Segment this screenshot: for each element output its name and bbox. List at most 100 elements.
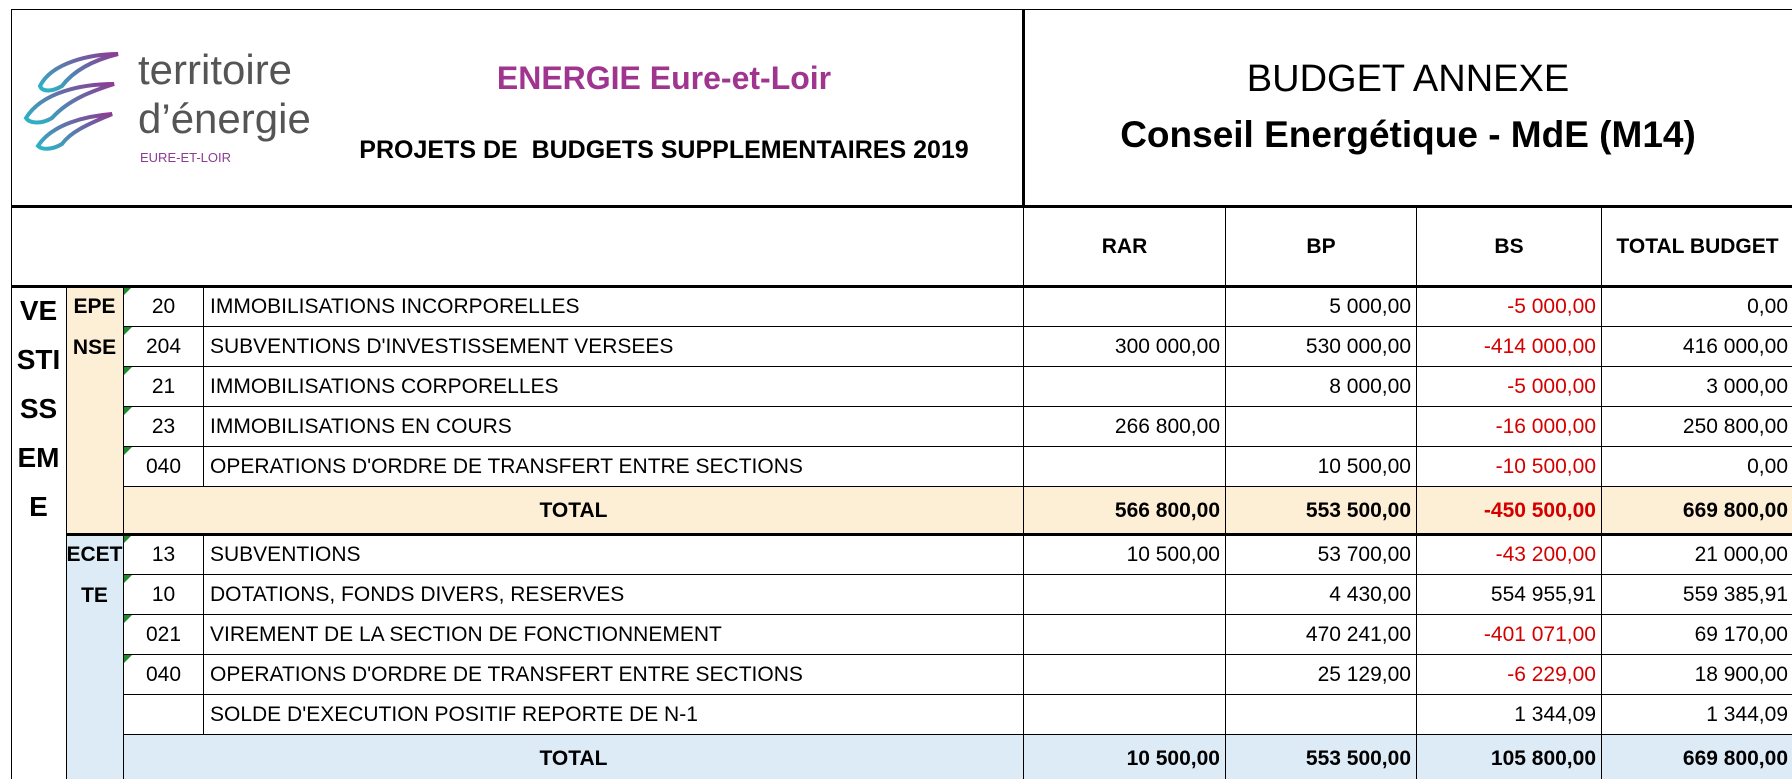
section-label: ECETTE xyxy=(66,543,123,608)
row-value: 470 241,00 xyxy=(1225,614,1417,655)
row-value: 0,00 xyxy=(1601,446,1792,487)
row-code: 040 xyxy=(123,446,204,487)
column-header: BS xyxy=(1416,206,1602,287)
total-label: TOTAL xyxy=(123,486,1024,535)
comment-marker xyxy=(124,367,132,375)
total-value: 553 500,00 xyxy=(1225,734,1417,779)
row-value: -401 071,00 xyxy=(1416,614,1602,655)
row-value xyxy=(1023,366,1226,407)
row-value: -5 000,00 xyxy=(1416,366,1602,407)
total-value: 669 800,00 xyxy=(1601,486,1792,535)
row-value: 4 430,00 xyxy=(1225,574,1417,615)
row-value: 250 800,00 xyxy=(1601,406,1792,447)
row-value: -10 500,00 xyxy=(1416,446,1602,487)
row-code: 021 xyxy=(123,614,204,655)
row-value xyxy=(1023,574,1226,615)
row-value: -6 229,00 xyxy=(1416,654,1602,695)
row-value xyxy=(1023,694,1226,735)
side-label: VESTISSEME xyxy=(16,295,61,522)
section-label: EPENSE xyxy=(72,295,117,360)
subtitle: PROJETS DE BUDGETS SUPPLEMENTAIRES 2019 xyxy=(359,136,969,164)
row-label: DOTATIONS, FONDS DIVERS, RESERVES xyxy=(203,574,1024,615)
row-label: IMMOBILISATIONS INCORPORELLES xyxy=(203,286,1024,327)
row-label: VIREMENT DE LA SECTION DE FONCTIONNEMENT xyxy=(203,614,1024,655)
row-code xyxy=(123,694,204,735)
row-value xyxy=(1023,446,1226,487)
header-right xyxy=(1022,9,1792,207)
row-value: 530 000,00 xyxy=(1225,326,1417,367)
comment-marker xyxy=(124,327,132,335)
column-header: BP xyxy=(1225,206,1417,287)
thick-rule xyxy=(11,205,1792,208)
row-value xyxy=(1023,654,1226,695)
total-value: 105 800,00 xyxy=(1416,734,1602,779)
row-label: OPERATIONS D'ORDRE DE TRANSFERT ENTRE SE… xyxy=(203,654,1024,695)
total-value: 10 500,00 xyxy=(1023,734,1226,779)
total-value: -450 500,00 xyxy=(1416,486,1602,535)
budget-title: BUDGET ANNEXE xyxy=(1246,58,1570,100)
thick-rule xyxy=(1022,9,1025,207)
row-value: 25 129,00 xyxy=(1225,654,1417,695)
comment-marker xyxy=(124,535,132,543)
logo-line2: d’énergie xyxy=(138,95,311,142)
comment-marker xyxy=(124,447,132,455)
total-value: 669 800,00 xyxy=(1601,734,1792,779)
row-label: SOLDE D'EXECUTION POSITIF REPORTE DE N-1 xyxy=(203,694,1024,735)
row-value xyxy=(1225,406,1417,447)
comment-marker xyxy=(124,615,132,623)
row-label: OPERATIONS D'ORDRE DE TRANSFERT ENTRE SE… xyxy=(203,446,1024,487)
logo-line1: territoire xyxy=(138,46,293,93)
row-value xyxy=(1023,614,1226,655)
row-value: 266 800,00 xyxy=(1023,406,1226,447)
row-label: IMMOBILISATIONS EN COURS xyxy=(203,406,1024,447)
row-value: 300 000,00 xyxy=(1023,326,1226,367)
row-value: -5 000,00 xyxy=(1416,286,1602,327)
total-value: 553 500,00 xyxy=(1225,486,1417,535)
row-value: 3 000,00 xyxy=(1601,366,1792,407)
row-label: SUBVENTIONS xyxy=(203,534,1024,575)
row-value: 21 000,00 xyxy=(1601,534,1792,575)
column-header: TOTAL BUDGET xyxy=(1601,206,1792,287)
row-value: 10 500,00 xyxy=(1225,446,1417,487)
thick-rule xyxy=(11,285,1792,288)
total-value: 566 800,00 xyxy=(1023,486,1226,535)
row-code: 204 xyxy=(123,326,204,367)
row-value: 5 000,00 xyxy=(1225,286,1417,327)
row-value: -43 200,00 xyxy=(1416,534,1602,575)
row-value: 554 955,91 xyxy=(1416,574,1602,615)
column-header: RAR xyxy=(1023,206,1226,287)
row-value: 1 344,09 xyxy=(1601,694,1792,735)
row-value: 1 344,09 xyxy=(1416,694,1602,735)
row-value: 69 170,00 xyxy=(1601,614,1792,655)
column-header-blank xyxy=(11,206,1024,287)
row-code: 21 xyxy=(123,366,204,407)
row-code: 23 xyxy=(123,406,204,447)
row-value: 559 385,91 xyxy=(1601,574,1792,615)
row-value: -16 000,00 xyxy=(1416,406,1602,447)
total-label: TOTAL xyxy=(123,734,1024,779)
row-value: 18 900,00 xyxy=(1601,654,1792,695)
org-name: ENERGIE Eure-et-Loir xyxy=(496,60,832,96)
row-value: 416 000,00 xyxy=(1601,326,1792,367)
row-label: IMMOBILISATIONS CORPORELLES xyxy=(203,366,1024,407)
row-value: 10 500,00 xyxy=(1023,534,1226,575)
comment-marker xyxy=(124,575,132,583)
row-code: 13 xyxy=(123,534,204,575)
row-code: 040 xyxy=(123,654,204,695)
row-value xyxy=(1023,286,1226,327)
logo-mark xyxy=(23,52,119,151)
row-value: -414 000,00 xyxy=(1416,326,1602,367)
comment-marker xyxy=(124,655,132,663)
row-value: 0,00 xyxy=(1601,286,1792,327)
row-code: 10 xyxy=(123,574,204,615)
row-value: 8 000,00 xyxy=(1225,366,1417,407)
budget-name: Conseil Energétique - MdE (M14) xyxy=(1120,114,1696,155)
section-letter-column xyxy=(66,286,124,535)
row-value xyxy=(1225,694,1417,735)
row-code: 20 xyxy=(123,286,204,327)
row-value: 53 700,00 xyxy=(1225,534,1417,575)
section-divider xyxy=(66,533,1792,536)
comment-marker xyxy=(124,287,132,295)
comment-marker xyxy=(124,407,132,415)
